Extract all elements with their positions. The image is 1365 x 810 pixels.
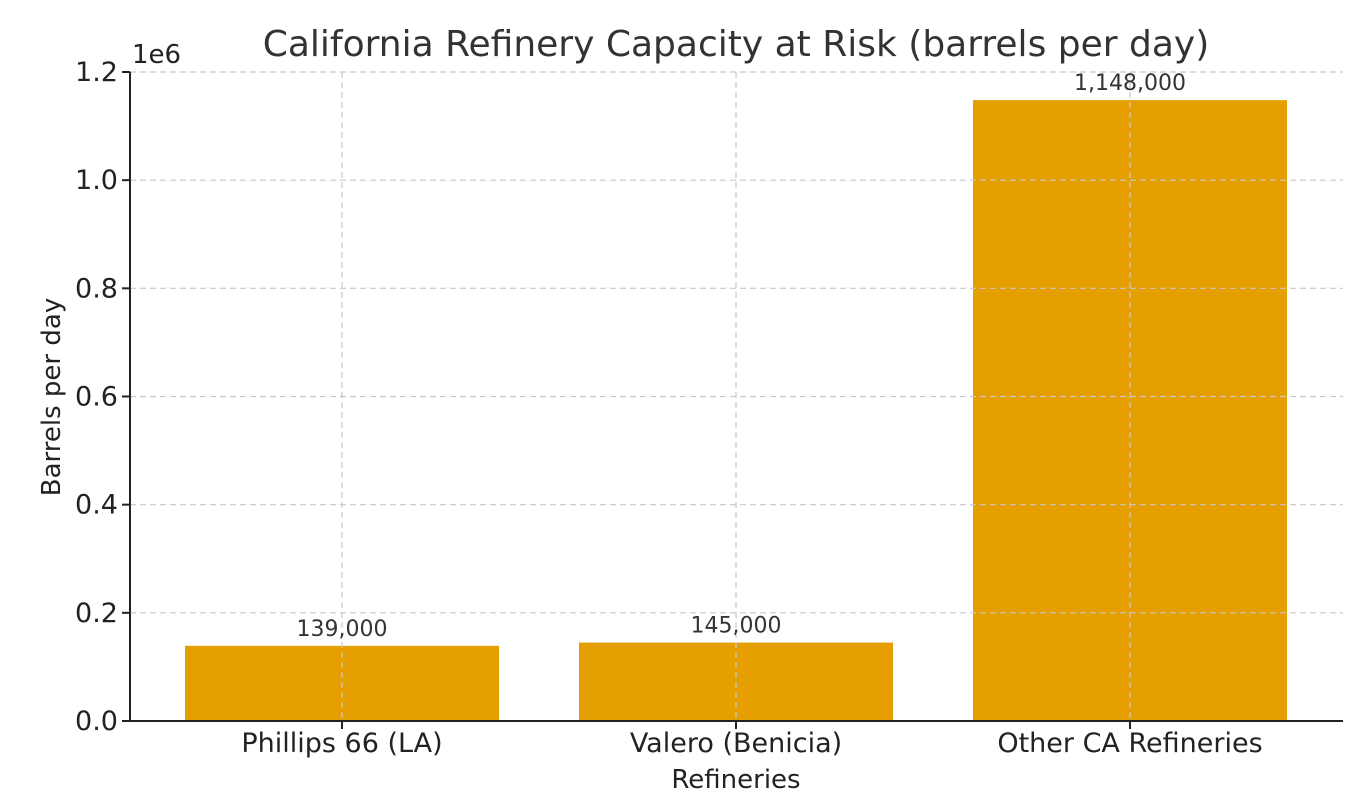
x-tick-label: Valero (Benicia) <box>630 728 842 759</box>
bar-value-label: 139,000 <box>297 617 388 642</box>
y-tick-label: 0.0 <box>75 706 118 737</box>
y-tick-label: 0.8 <box>75 273 118 304</box>
gridlines <box>130 71 1343 721</box>
y-tick-label: 1.2 <box>75 57 118 88</box>
y-tick-label: 0.2 <box>75 598 118 629</box>
x-ticks: Phillips 66 (LA) Valero (Benicia) Other CA… <box>241 721 1263 759</box>
y-tick-label: 0.6 <box>75 382 118 413</box>
data-labels: 139,000 145,000 1,148,000 <box>297 71 1186 642</box>
y-ticks: 0.0 0.2 0.4 0.6 0.8 1.0 1.2 <box>75 57 130 737</box>
x-tick-label: Phillips 66 (LA) <box>241 728 442 759</box>
chart-title: California Refinery Capacity at Risk (ba… <box>263 24 1210 65</box>
bar-value-label: 145,000 <box>691 614 782 639</box>
x-tick-label: Other CA Refineries <box>997 728 1262 759</box>
y-tick-label: 1.0 <box>75 165 118 196</box>
y-axis-label: Barrels per day <box>37 298 67 496</box>
y-tick-label: 0.4 <box>75 490 118 521</box>
x-axis-label: Refineries <box>671 765 800 795</box>
bar-value-label: 1,148,000 <box>1074 71 1186 96</box>
y-offset-label: 1e6 <box>132 40 181 70</box>
